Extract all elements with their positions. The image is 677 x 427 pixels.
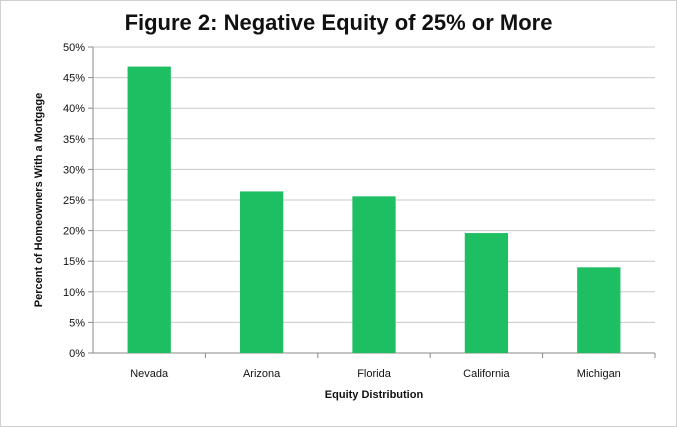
chart-title: Figure 2: Negative Equity of 25% or More xyxy=(124,10,553,35)
y-tick-label: 0% xyxy=(69,348,85,360)
x-tick-label: Florida xyxy=(357,368,392,380)
y-tick-label: 25% xyxy=(63,195,85,207)
y-tick-label: 10% xyxy=(63,287,85,299)
bar-california xyxy=(464,233,509,353)
y-tick-label: 40% xyxy=(63,103,85,115)
x-axis-label: Equity Distribution xyxy=(324,389,424,401)
x-tick-label: Arizona xyxy=(243,368,281,380)
y-tick-label: 30% xyxy=(63,164,85,176)
x-tick-label: California xyxy=(463,368,510,380)
y-tick-label: 5% xyxy=(69,317,85,329)
x-tick-label: Michigan xyxy=(577,368,621,380)
bar-michigan xyxy=(577,267,621,353)
y-tick-label: 45% xyxy=(63,73,85,85)
y-tick-label: 35% xyxy=(63,134,85,146)
x-tick-label: Nevada xyxy=(130,368,169,380)
y-tick-label: 50% xyxy=(63,42,85,54)
y-tick-label: 20% xyxy=(63,226,85,238)
bar-nevada xyxy=(127,66,171,354)
bar-florida xyxy=(352,196,396,353)
bar-arizona xyxy=(239,191,284,353)
y-tick-label: 15% xyxy=(63,256,85,268)
